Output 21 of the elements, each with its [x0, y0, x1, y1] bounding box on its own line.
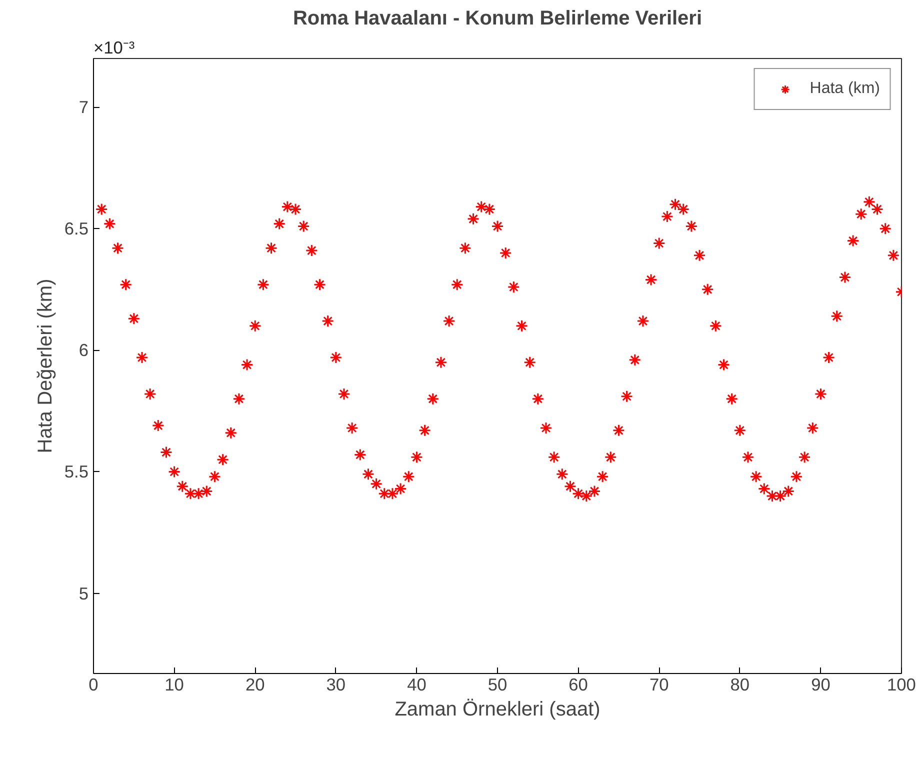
x-tick-label: 10 [164, 674, 184, 694]
x-tick-label: 20 [245, 674, 265, 694]
x-tick-label: 60 [568, 674, 588, 694]
x-tick-label: 90 [811, 674, 830, 694]
x-tick-label: 100 [887, 674, 916, 694]
x-tick-label: 50 [488, 674, 508, 694]
text: ×10⁻³ [94, 38, 135, 58]
y-tick-label: 5.5 [64, 462, 89, 482]
y-tick-label: 5 [78, 583, 89, 604]
y-tick-label: 7 [78, 97, 89, 118]
y-axis-title: Hata Değerleri (km) [34, 278, 56, 454]
x-tick-label: 40 [407, 674, 426, 694]
x-tick-label: 0 [88, 674, 98, 694]
legend-label: Hata (km) [810, 80, 880, 98]
x-tick-label: 80 [730, 674, 750, 694]
chart-title: Roma Havaalanı - Konum Belirleme Verileri [292, 8, 702, 30]
y-tick-label: 6.5 [64, 218, 89, 239]
x-tick-label: 70 [649, 674, 669, 694]
x-tick-label: 30 [326, 674, 346, 694]
x-axis-title: Zaman Örnekleri (saat) [394, 698, 600, 720]
y-tick-label: 6 [78, 340, 89, 360]
